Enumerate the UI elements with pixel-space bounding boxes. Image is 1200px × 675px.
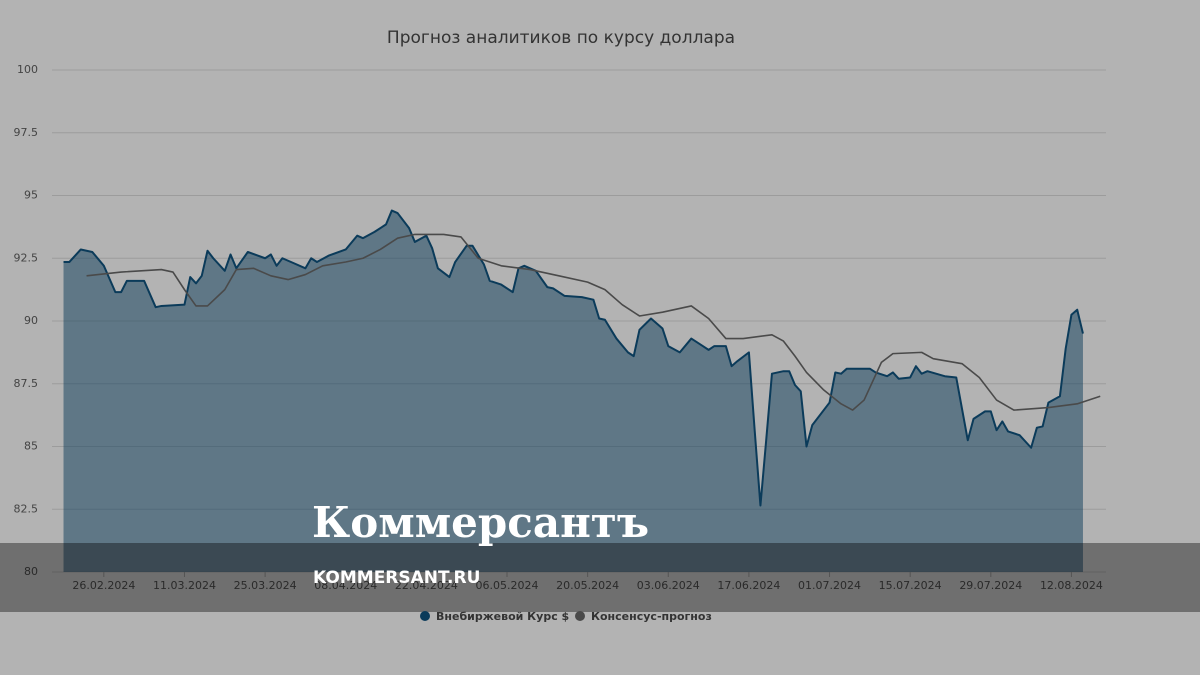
x-tick-label: 12.08.2024 [1040,579,1103,592]
series-line [86,233,1101,411]
y-tick-label: 92.5 [14,251,39,264]
y-tick-label: 100 [17,63,38,76]
y-tick-label: 80 [24,565,38,578]
watermark-logo: Коммерсантъ [312,498,649,547]
x-tick-label: 25.03.2024 [234,579,297,592]
watermark-band [0,543,1200,612]
y-tick-label: 90 [24,314,38,327]
x-tick-label: 26.02.2024 [72,579,135,592]
chart-title: Прогноз аналитиков по курсу доллара [387,28,735,48]
x-tick-label: 03.06.2024 [637,579,700,592]
y-tick-label: 82.5 [14,502,39,515]
watermark-url: KOMMERSANT.RU [313,568,480,588]
legend-marker [575,611,585,621]
legend: Внебиржевой Курс $ Консенсус-прогноз [420,610,712,623]
y-tick-label: 97.5 [14,126,39,139]
area [63,210,1083,572]
x-tick-label: 11.03.2024 [153,579,216,592]
legend-marker [420,611,430,621]
y-tick-label: 85 [24,440,38,453]
x-tick-label: 08.04.2024 [314,579,377,592]
x-tick-label: 06.05.2024 [476,579,539,592]
x-tick-label: 17.06.2024 [717,579,780,592]
x-tick-label: 01.07.2024 [798,579,861,592]
series-line [63,209,1084,507]
x-tick-label: 29.07.2024 [959,579,1022,592]
x-tick-label: 22.04.2024 [395,579,458,592]
y-tick-label: 95 [24,189,38,202]
plot: 80 82.5 85 87.5 90 92.5 95 97.5 100 26.02.2024 11.… [14,63,1106,592]
x-tick-label: 20.05.2024 [556,579,619,592]
legend-label: Внебиржевой Курс $ [436,610,569,623]
legend-label: Консенсус-прогноз [591,610,712,623]
y-tick-label: 87.5 [14,377,39,390]
x-tick-label: 15.07.2024 [879,579,942,592]
